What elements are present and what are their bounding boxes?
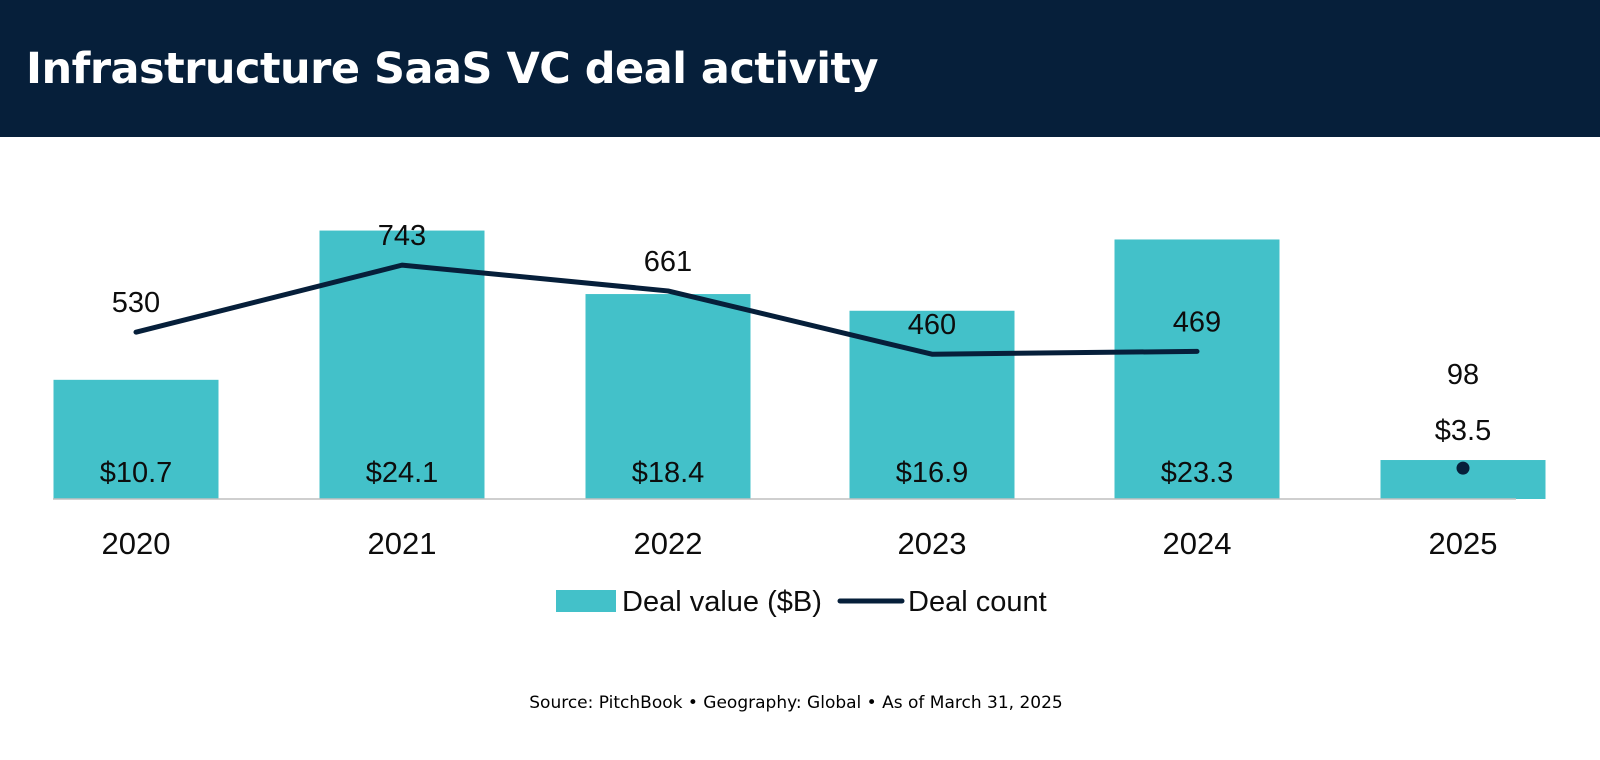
deal-count-label-2022: 661 <box>644 246 692 278</box>
bar-value-label-2021: $24.1 <box>366 457 439 489</box>
bars-layer <box>53 230 1546 499</box>
bar-labels-layer: $10.7 $24.1 $18.4 $16.9 $23.3 $3.5 <box>100 415 1492 489</box>
legend-deal-value-label: Deal value ($B) <box>622 586 822 618</box>
x-tick-2021: 2021 <box>368 526 437 561</box>
bar-2024 <box>1114 239 1280 499</box>
bar-value-label-2020: $10.7 <box>100 457 173 489</box>
bar-value-label-2022: $18.4 <box>632 457 705 489</box>
bar-value-label-2025: $3.5 <box>1435 415 1491 447</box>
x-tick-2022: 2022 <box>634 526 703 561</box>
legend-deal-count-label: Deal count <box>908 586 1047 618</box>
deal-count-label-2024: 469 <box>1173 306 1221 338</box>
x-tick-2023: 2023 <box>898 526 967 561</box>
chart-title: Infrastructure SaaS VC deal activity <box>26 44 879 94</box>
deal-count-label-2023: 460 <box>908 309 956 341</box>
x-tick-labels: 2020 2021 2022 2023 2024 2025 <box>102 526 1498 561</box>
legend: Deal value ($B) Deal count <box>556 586 1047 618</box>
header-banner: Infrastructure SaaS VC deal activity <box>0 0 1600 137</box>
bar-2022 <box>585 294 751 499</box>
bar-2020 <box>53 379 219 499</box>
deal-count-label-2025: 98 <box>1447 359 1479 391</box>
deal-activity-chart: $10.7 $24.1 $18.4 $16.9 $23.3 $3.5 530 743 661 4… <box>53 220 1546 618</box>
deal-count-point-2025 <box>1456 461 1470 475</box>
legend-bar-swatch <box>556 590 616 612</box>
bar-2021 <box>319 230 485 499</box>
bar-value-label-2023: $16.9 <box>896 457 969 489</box>
count-labels-layer: 530 743 661 460 469 98 <box>112 220 1479 391</box>
bar-value-label-2024: $23.3 <box>1161 457 1234 489</box>
line-layer <box>133 262 1470 475</box>
deal-count-line <box>133 262 1200 357</box>
deal-count-label-2021: 743 <box>378 220 426 252</box>
x-tick-2025: 2025 <box>1429 526 1498 561</box>
deal-count-label-2020: 530 <box>112 287 160 319</box>
source-note: Source: PitchBook • Geography: Global • … <box>529 693 1063 713</box>
x-tick-2020: 2020 <box>102 526 171 561</box>
x-tick-2024: 2024 <box>1163 526 1232 561</box>
